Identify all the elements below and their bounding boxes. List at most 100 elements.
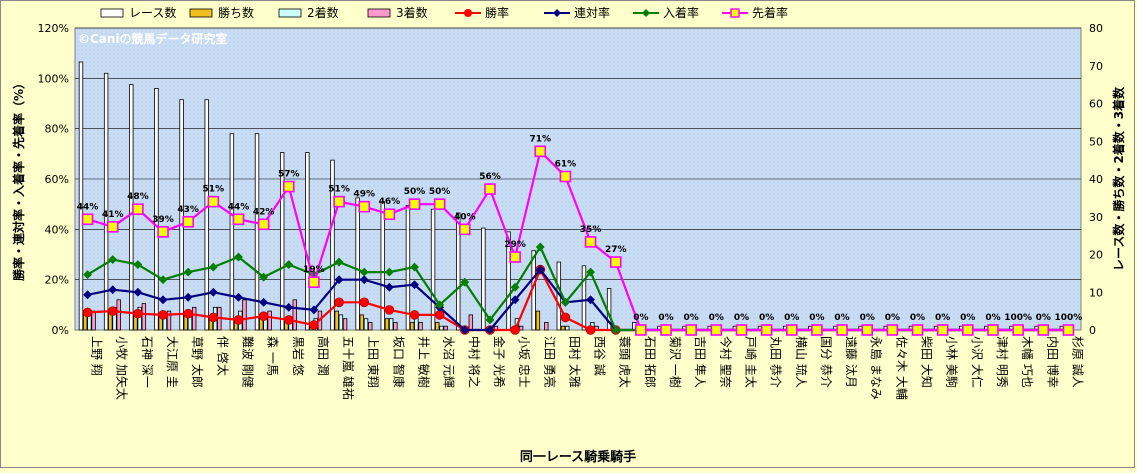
- point: [359, 275, 369, 285]
- data-label: 56%: [479, 172, 501, 182]
- x-tick-label: 西谷 誠: [593, 336, 607, 376]
- point: [584, 236, 597, 248]
- data-label: 0%: [709, 313, 724, 323]
- point: [585, 325, 596, 335]
- point: [259, 297, 269, 307]
- bar: [242, 299, 247, 331]
- bar: [191, 306, 197, 331]
- x-tick-label: 上野 翔: [90, 336, 104, 376]
- x-tick-label: 高田 潤: [316, 336, 331, 376]
- point: [987, 324, 999, 336]
- x-tick-label: 大江原 圭: [165, 336, 179, 388]
- point: [359, 297, 370, 308]
- point: [936, 324, 949, 336]
- legend-marker: [464, 9, 472, 17]
- bar: [166, 310, 172, 331]
- x-tick-label: 上田 東翔: [366, 336, 380, 388]
- point: [133, 287, 143, 297]
- point: [410, 262, 419, 272]
- bar: [154, 88, 159, 331]
- point: [410, 280, 419, 290]
- legend-item: 先着率: [722, 5, 788, 20]
- bar: [141, 303, 147, 331]
- data-label: 49%: [353, 190, 375, 200]
- point: [82, 307, 93, 318]
- point: [611, 325, 621, 335]
- x-tick-label: 丸田 恭介: [769, 336, 783, 388]
- data-label: 100%: [1004, 313, 1032, 323]
- data-label: 51%: [328, 185, 350, 195]
- bar: [481, 227, 486, 331]
- y-left-tick-label: 40%: [45, 223, 69, 236]
- legend-label: レース数: [129, 5, 176, 20]
- bar: [334, 310, 339, 331]
- point: [811, 324, 823, 336]
- point: [1012, 324, 1024, 336]
- point: [234, 252, 243, 262]
- bar: [91, 310, 96, 331]
- x-tick-label: 難波 剛健: [240, 336, 255, 388]
- bar: [359, 314, 365, 331]
- point: [609, 256, 622, 268]
- data-label: 50%: [429, 187, 451, 197]
- legend-item: 勝ち数: [189, 5, 254, 20]
- x-tick-label: 石神 深一: [140, 336, 154, 388]
- data-label: 0%: [910, 313, 925, 323]
- point: [334, 275, 344, 285]
- point: [384, 282, 394, 292]
- point: [383, 208, 396, 221]
- point: [83, 270, 92, 280]
- point: [282, 180, 295, 193]
- point: [183, 308, 193, 319]
- legend-label: 勝ち数: [218, 5, 254, 20]
- point: [561, 297, 570, 307]
- point: [158, 295, 168, 305]
- bar: [342, 318, 348, 331]
- x-tick-label: 木幡 巧也: [1020, 336, 1035, 388]
- point: [133, 308, 143, 319]
- data-label: 0%: [658, 313, 673, 323]
- x-tick-label: 伴 啓太: [215, 336, 230, 376]
- x-tick-label: 横山 琉人: [794, 336, 808, 388]
- point: [208, 312, 219, 323]
- point: [510, 325, 520, 335]
- point: [384, 267, 394, 277]
- legend-label: 連対率: [574, 5, 610, 20]
- y-left-tick-label: 80%: [45, 123, 69, 136]
- point: [509, 251, 521, 263]
- x-tick-label: 津村 明秀: [995, 336, 1009, 388]
- series-line: [87, 149, 1069, 332]
- point: [1062, 324, 1075, 336]
- x-tick-label: 石田 拓郎: [643, 336, 657, 388]
- data-label: 0%: [885, 313, 900, 323]
- lines: [81, 145, 1075, 336]
- y-left-tick-label: 0%: [52, 324, 69, 337]
- legend-item: 勝率: [455, 5, 509, 20]
- point: [83, 290, 92, 300]
- point: [886, 324, 899, 336]
- point: [911, 324, 924, 336]
- data-label: 0%: [1036, 313, 1051, 323]
- x-tick-label: 吉田 隼人: [693, 336, 708, 388]
- bar: [116, 299, 121, 331]
- point: [233, 315, 244, 325]
- point: [836, 324, 848, 336]
- data-label: 0%: [960, 313, 975, 323]
- point: [158, 310, 168, 320]
- point: [207, 195, 220, 208]
- bar: [430, 208, 436, 331]
- y-axis-right-title: レース数・勝ち数・2着数・3着数: [1111, 86, 1126, 271]
- x-tick-label: 内田 博幸: [1045, 336, 1060, 388]
- point: [107, 306, 118, 316]
- data-label: 29%: [504, 240, 526, 250]
- bar: [565, 325, 570, 331]
- data-label: 48%: [127, 192, 149, 202]
- point: [81, 213, 94, 226]
- data-label: 0%: [684, 313, 699, 323]
- y-left-tick-label: 120%: [38, 22, 69, 35]
- bar: [435, 322, 440, 331]
- point: [559, 170, 572, 183]
- axes: 0% 20% 40% 60% 80% 100% 120% 0 10 20 30 40 50 60 70 80 上…: [38, 22, 1103, 400]
- point: [284, 260, 294, 269]
